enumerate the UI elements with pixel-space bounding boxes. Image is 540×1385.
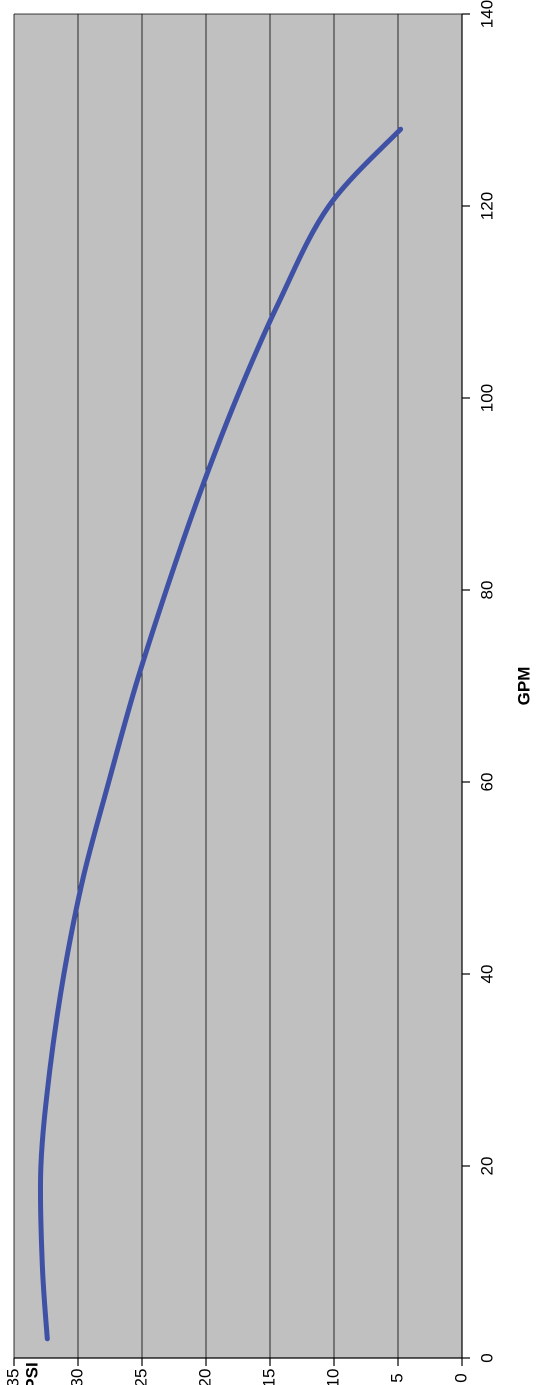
plot-area <box>14 14 462 1358</box>
y-tick-label-5: 5 <box>387 1373 406 1382</box>
axes <box>14 14 463 1359</box>
x-tick-label-140: 140 <box>477 0 496 28</box>
plot-background <box>14 14 462 1358</box>
x-axis-title: GPM <box>514 667 533 706</box>
y-tick-label-20: 20 <box>195 1369 214 1385</box>
x-tick-label-20: 20 <box>477 1157 496 1176</box>
x-tick-label-80: 80 <box>477 581 496 600</box>
series-layer <box>37 126 404 1342</box>
y-tick-label-15: 15 <box>259 1369 278 1385</box>
x-tick-label-120: 120 <box>477 192 496 220</box>
x-tick-label-40: 40 <box>477 965 496 984</box>
y-tick-label-10: 10 <box>323 1369 342 1385</box>
y-tick-label-25: 25 <box>131 1369 150 1385</box>
x-axis-ticks: 0 20 40 60 80 100 120 140 <box>462 0 496 1363</box>
y-tick-label-35: 35 <box>3 1369 22 1385</box>
y-tick-label-30: 30 <box>67 1369 86 1385</box>
y-axis-ticks: 0 5 10 15 20 25 30 35 <box>3 1358 470 1385</box>
y-axis-title: PSI <box>22 1362 41 1385</box>
x-tick-label-100: 100 <box>477 384 496 412</box>
series-line-0 <box>37 126 404 1342</box>
y-tick-label-0: 0 <box>451 1373 470 1382</box>
gridlines <box>13 13 462 1358</box>
x-tick-label-0: 0 <box>477 1353 496 1362</box>
x-tick-label-60: 60 <box>477 773 496 792</box>
